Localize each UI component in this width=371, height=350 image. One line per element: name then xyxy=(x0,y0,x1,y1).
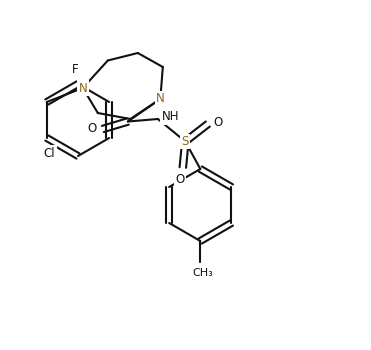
Text: N: N xyxy=(156,92,165,105)
Text: O: O xyxy=(176,173,185,186)
Text: S: S xyxy=(182,135,189,148)
Text: NH: NH xyxy=(162,111,179,124)
Text: CH₃: CH₃ xyxy=(193,268,213,278)
Text: O: O xyxy=(213,116,223,128)
Text: N: N xyxy=(78,82,87,95)
Text: Cl: Cl xyxy=(43,147,55,160)
Text: F: F xyxy=(72,63,79,76)
Text: O: O xyxy=(87,122,96,135)
